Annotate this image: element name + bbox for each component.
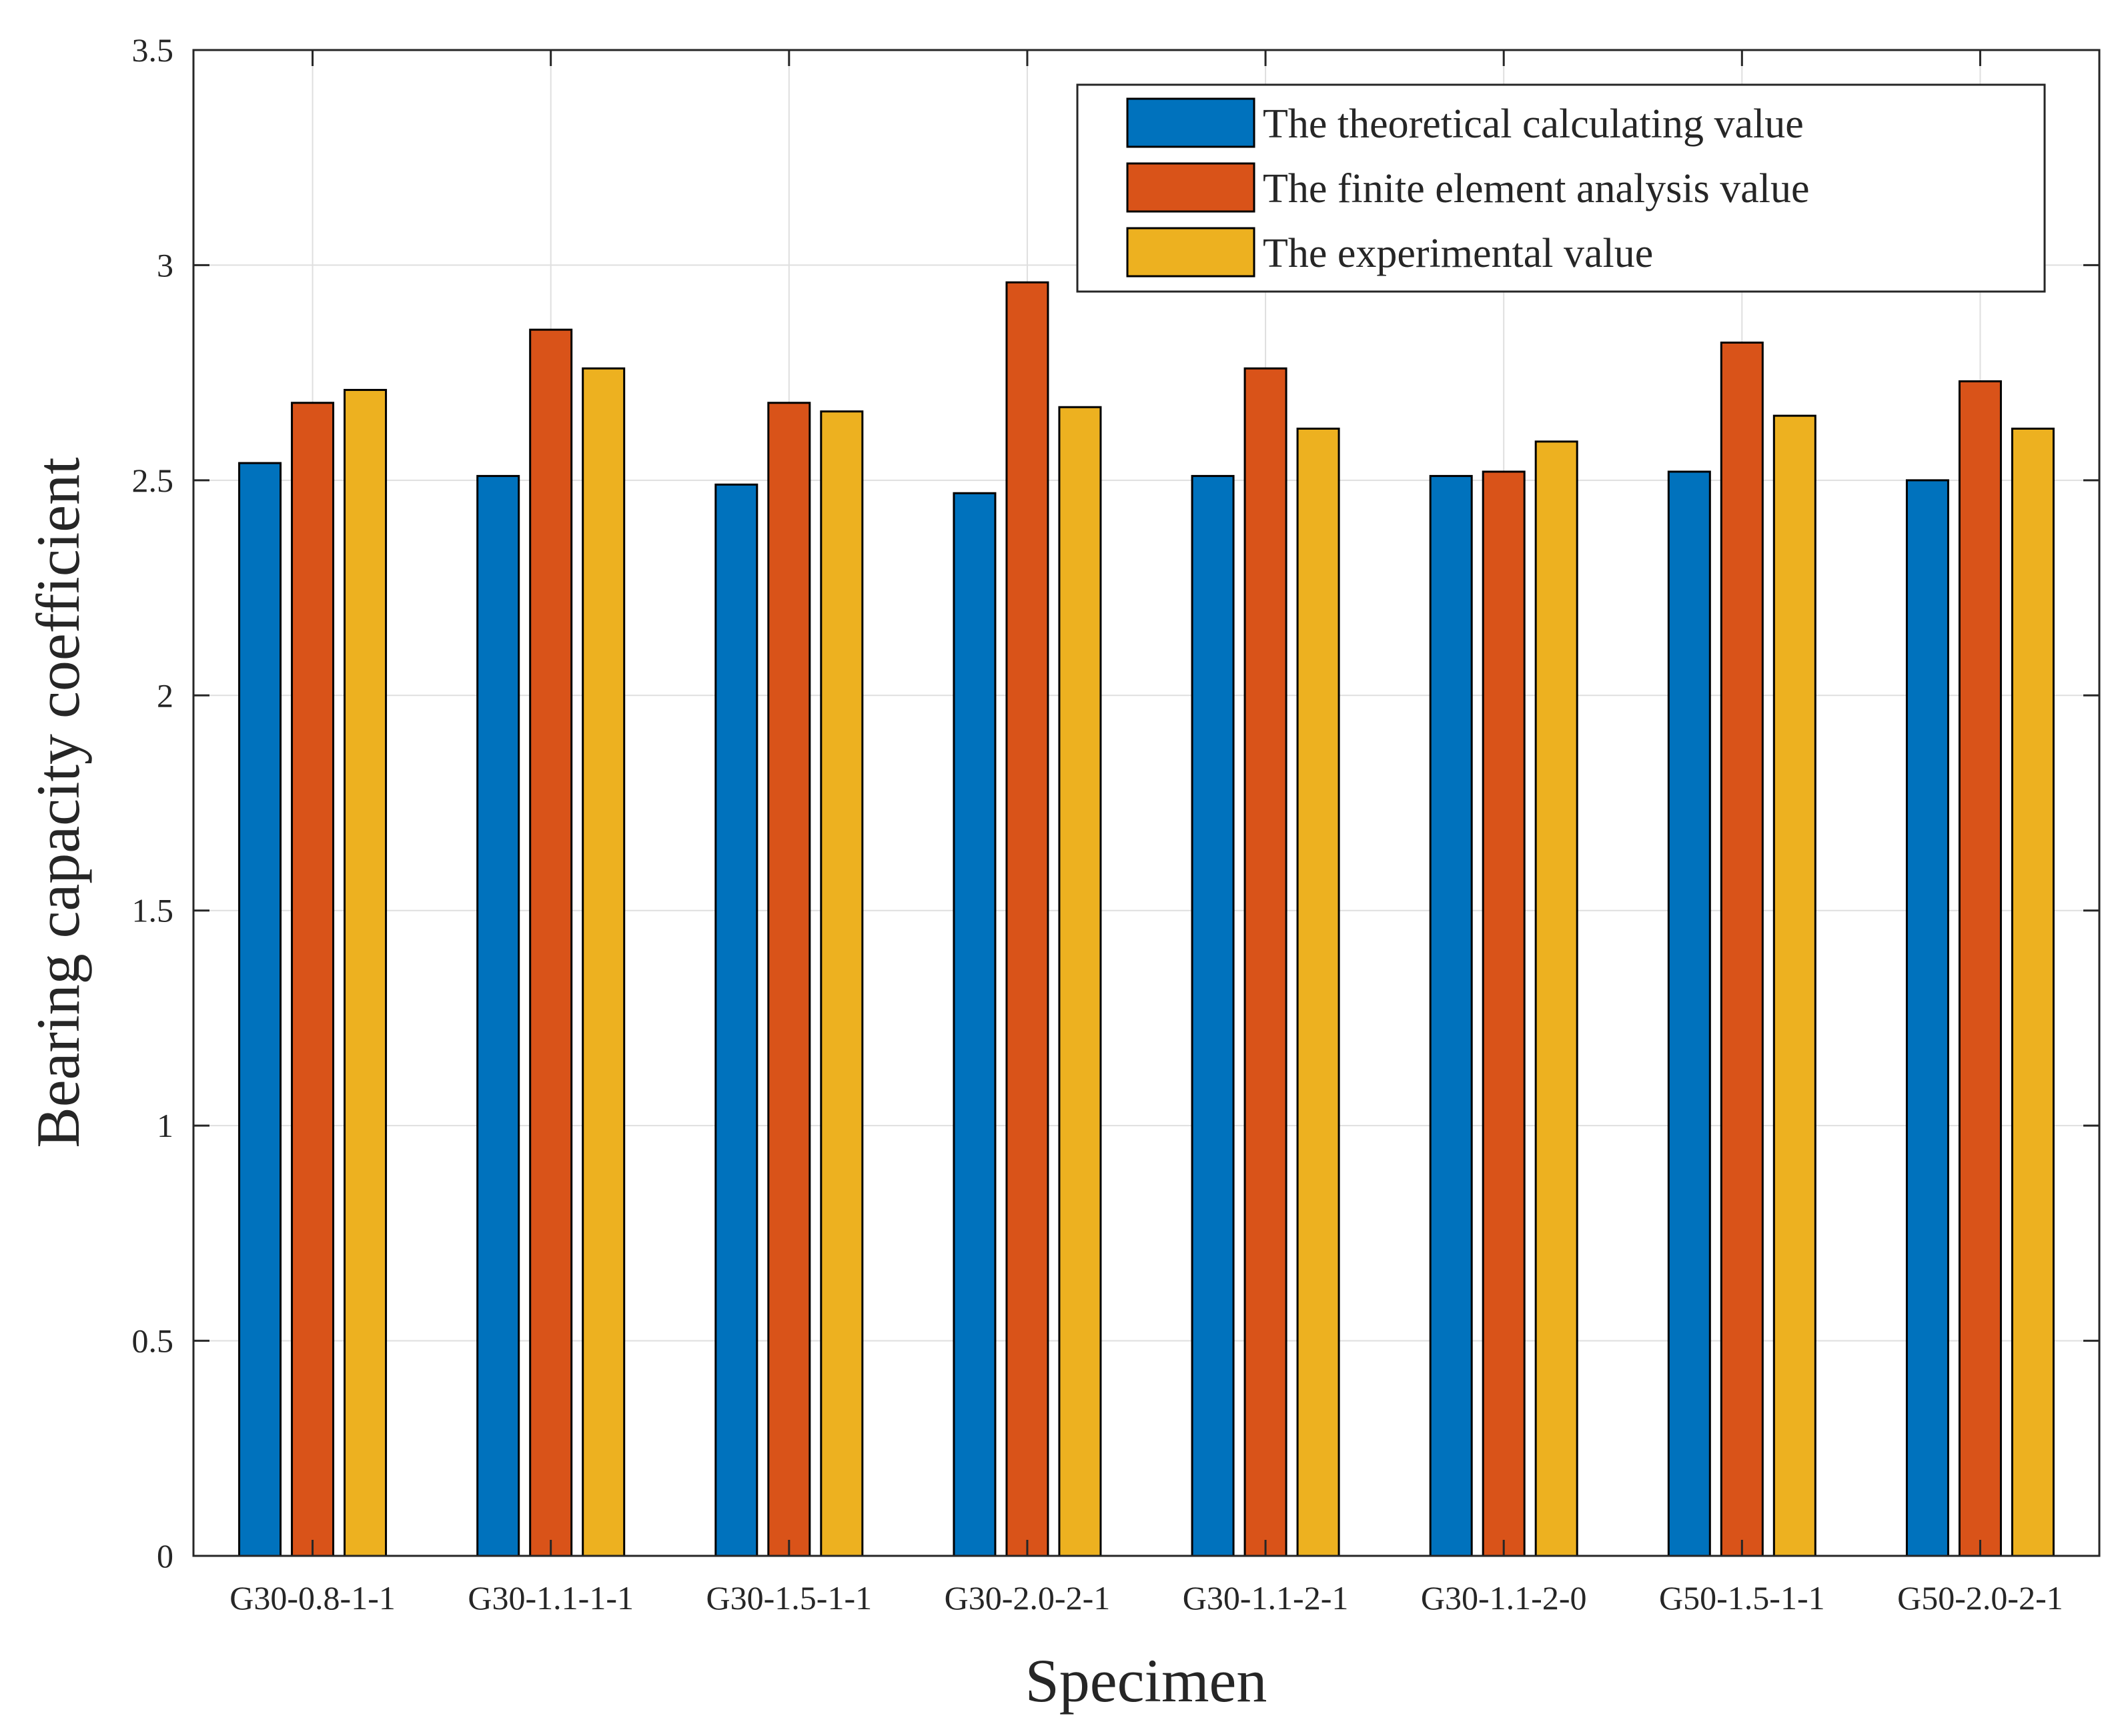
bar-series-1-G30-1.1-2-0 [1429,474,1473,1557]
bar-series-2-G30-1.5-1-1 [767,402,811,1557]
plot-frame [192,49,2101,1557]
bar-series-2-G30-1.1-2-1 [1243,367,1287,1557]
legend-swatch-2 [1126,162,1255,213]
legend-swatch-1 [1126,97,1255,148]
bar-series-2-G30-0.8-1-1 [291,402,335,1557]
bar-series-2-G50-1.5-1-1 [1720,342,1764,1557]
y-tick-label: 0 [157,1537,173,1575]
bar-series-3-G30-1.1-2-1 [1296,427,1340,1557]
bar-series-2-G30-1.1-1-1 [529,328,573,1557]
bars [238,281,2055,1557]
y-tick-label: 2 [157,677,173,714]
x-tick-label: G30-1.1-2-0 [1421,1579,1587,1617]
bar-series-1-G30-1.5-1-1 [714,483,758,1557]
bar-series-1-G30-2.0-2-1 [953,492,997,1557]
x-tick-label: G50-1.5-1-1 [1659,1579,1825,1617]
bar-series-3-G30-2.0-2-1 [1058,406,1102,1557]
legend-label-1: The theoretical calculating value [1263,101,1804,147]
x-tick-label: G30-1.1-1-1 [468,1579,634,1617]
y-axis-ticks: 0 0.5 1 1.5 2 2.5 3 3.5 [132,31,2099,1575]
x-tick-label: G30-2.0-2-1 [945,1579,1111,1617]
bar-series-1-G30-1.1-2-1 [1191,474,1235,1557]
y-tick-label: 1.5 [132,892,174,929]
y-tick-label: 0.5 [132,1322,174,1360]
legend-label-3: The experimental value [1263,231,1653,276]
x-axis-ticks: G30-0.8-1-1 G30-1.1-1-1 G30-1.5-1-1 G30-2.0… [229,50,2063,1617]
bar-series-3-G30-1.1-1-1 [582,367,626,1557]
y-tick-label: 2.5 [132,462,174,499]
y-tick-label: 1 [157,1107,173,1144]
x-axis-title: Specimen [1025,1647,1267,1715]
x-tick-label: G30-1.1-2-1 [1183,1579,1349,1617]
bar-series-3-G50-2.0-2-1 [2011,427,2055,1557]
bar-series-2-G30-2.0-2-1 [1005,281,1049,1557]
x-tick-label: G30-1.5-1-1 [706,1579,873,1617]
bar-series-3-G30-0.8-1-1 [344,388,388,1557]
bar-series-1-G30-0.8-1-1 [238,462,282,1557]
y-tick-label: 3 [157,246,173,284]
bar-series-1-G50-2.0-2-1 [1905,479,1949,1557]
y-tick-label: 3.5 [132,31,174,69]
y-axis-title: Bearing capacity coefficient [24,457,92,1148]
bar-series-2-G50-2.0-2-1 [1958,380,2002,1557]
bar-series-1-G30-1.1-1-1 [476,474,520,1557]
bar-series-3-G30-1.5-1-1 [820,410,864,1557]
legend-label-2: The finite element analysis value [1263,166,1809,211]
bar-series-1-G50-1.5-1-1 [1667,470,1711,1557]
x-tick-label: G30-0.8-1-1 [229,1579,396,1617]
legend: The theoretical calculating value The fin… [1076,83,2046,293]
bar-series-3-G50-1.5-1-1 [1772,414,1816,1557]
x-tick-label: G50-2.0-2-1 [1897,1579,2063,1617]
bar-series-3-G30-1.1-2-0 [1534,440,1578,1557]
bar-series-2-G30-1.1-2-0 [1482,470,1526,1557]
legend-swatch-3 [1126,227,1255,278]
